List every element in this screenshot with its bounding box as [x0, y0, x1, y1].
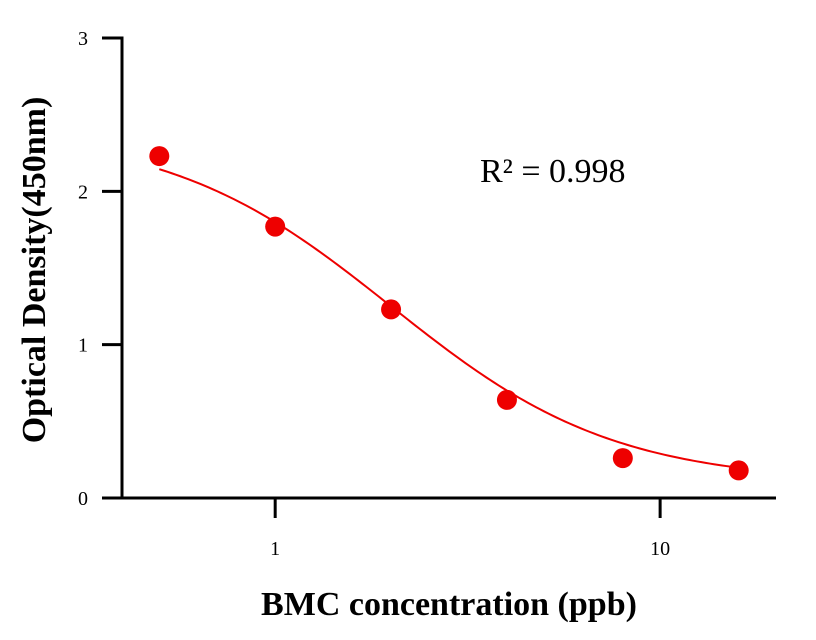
fit-curve-layer: [158, 168, 739, 469]
y-axis-title: Optical Density(450nm): [16, 97, 53, 444]
data-points-layer: [149, 146, 749, 481]
y-tick-label: 3: [78, 28, 88, 50]
x-axis-ticks: 1 10: [270, 498, 670, 560]
fit-curve: [158, 168, 739, 469]
y-tick-label: 0: [78, 488, 88, 510]
r-squared-annotation: R² = 0.998: [480, 153, 626, 190]
data-point: [265, 216, 286, 237]
data-point: [149, 146, 170, 167]
data-point: [381, 299, 402, 320]
data-point: [728, 460, 749, 481]
y-axis-ticks: 0 1 2 3: [78, 28, 122, 510]
y-tick-label: 2: [78, 181, 88, 203]
data-point: [612, 448, 633, 469]
y-tick-label: 1: [78, 335, 88, 357]
x-tick-label: 1: [270, 538, 280, 560]
x-tick-label: 10: [650, 538, 670, 560]
x-axis-title: BMC concentration (ppb): [261, 586, 637, 623]
data-point: [496, 389, 517, 410]
